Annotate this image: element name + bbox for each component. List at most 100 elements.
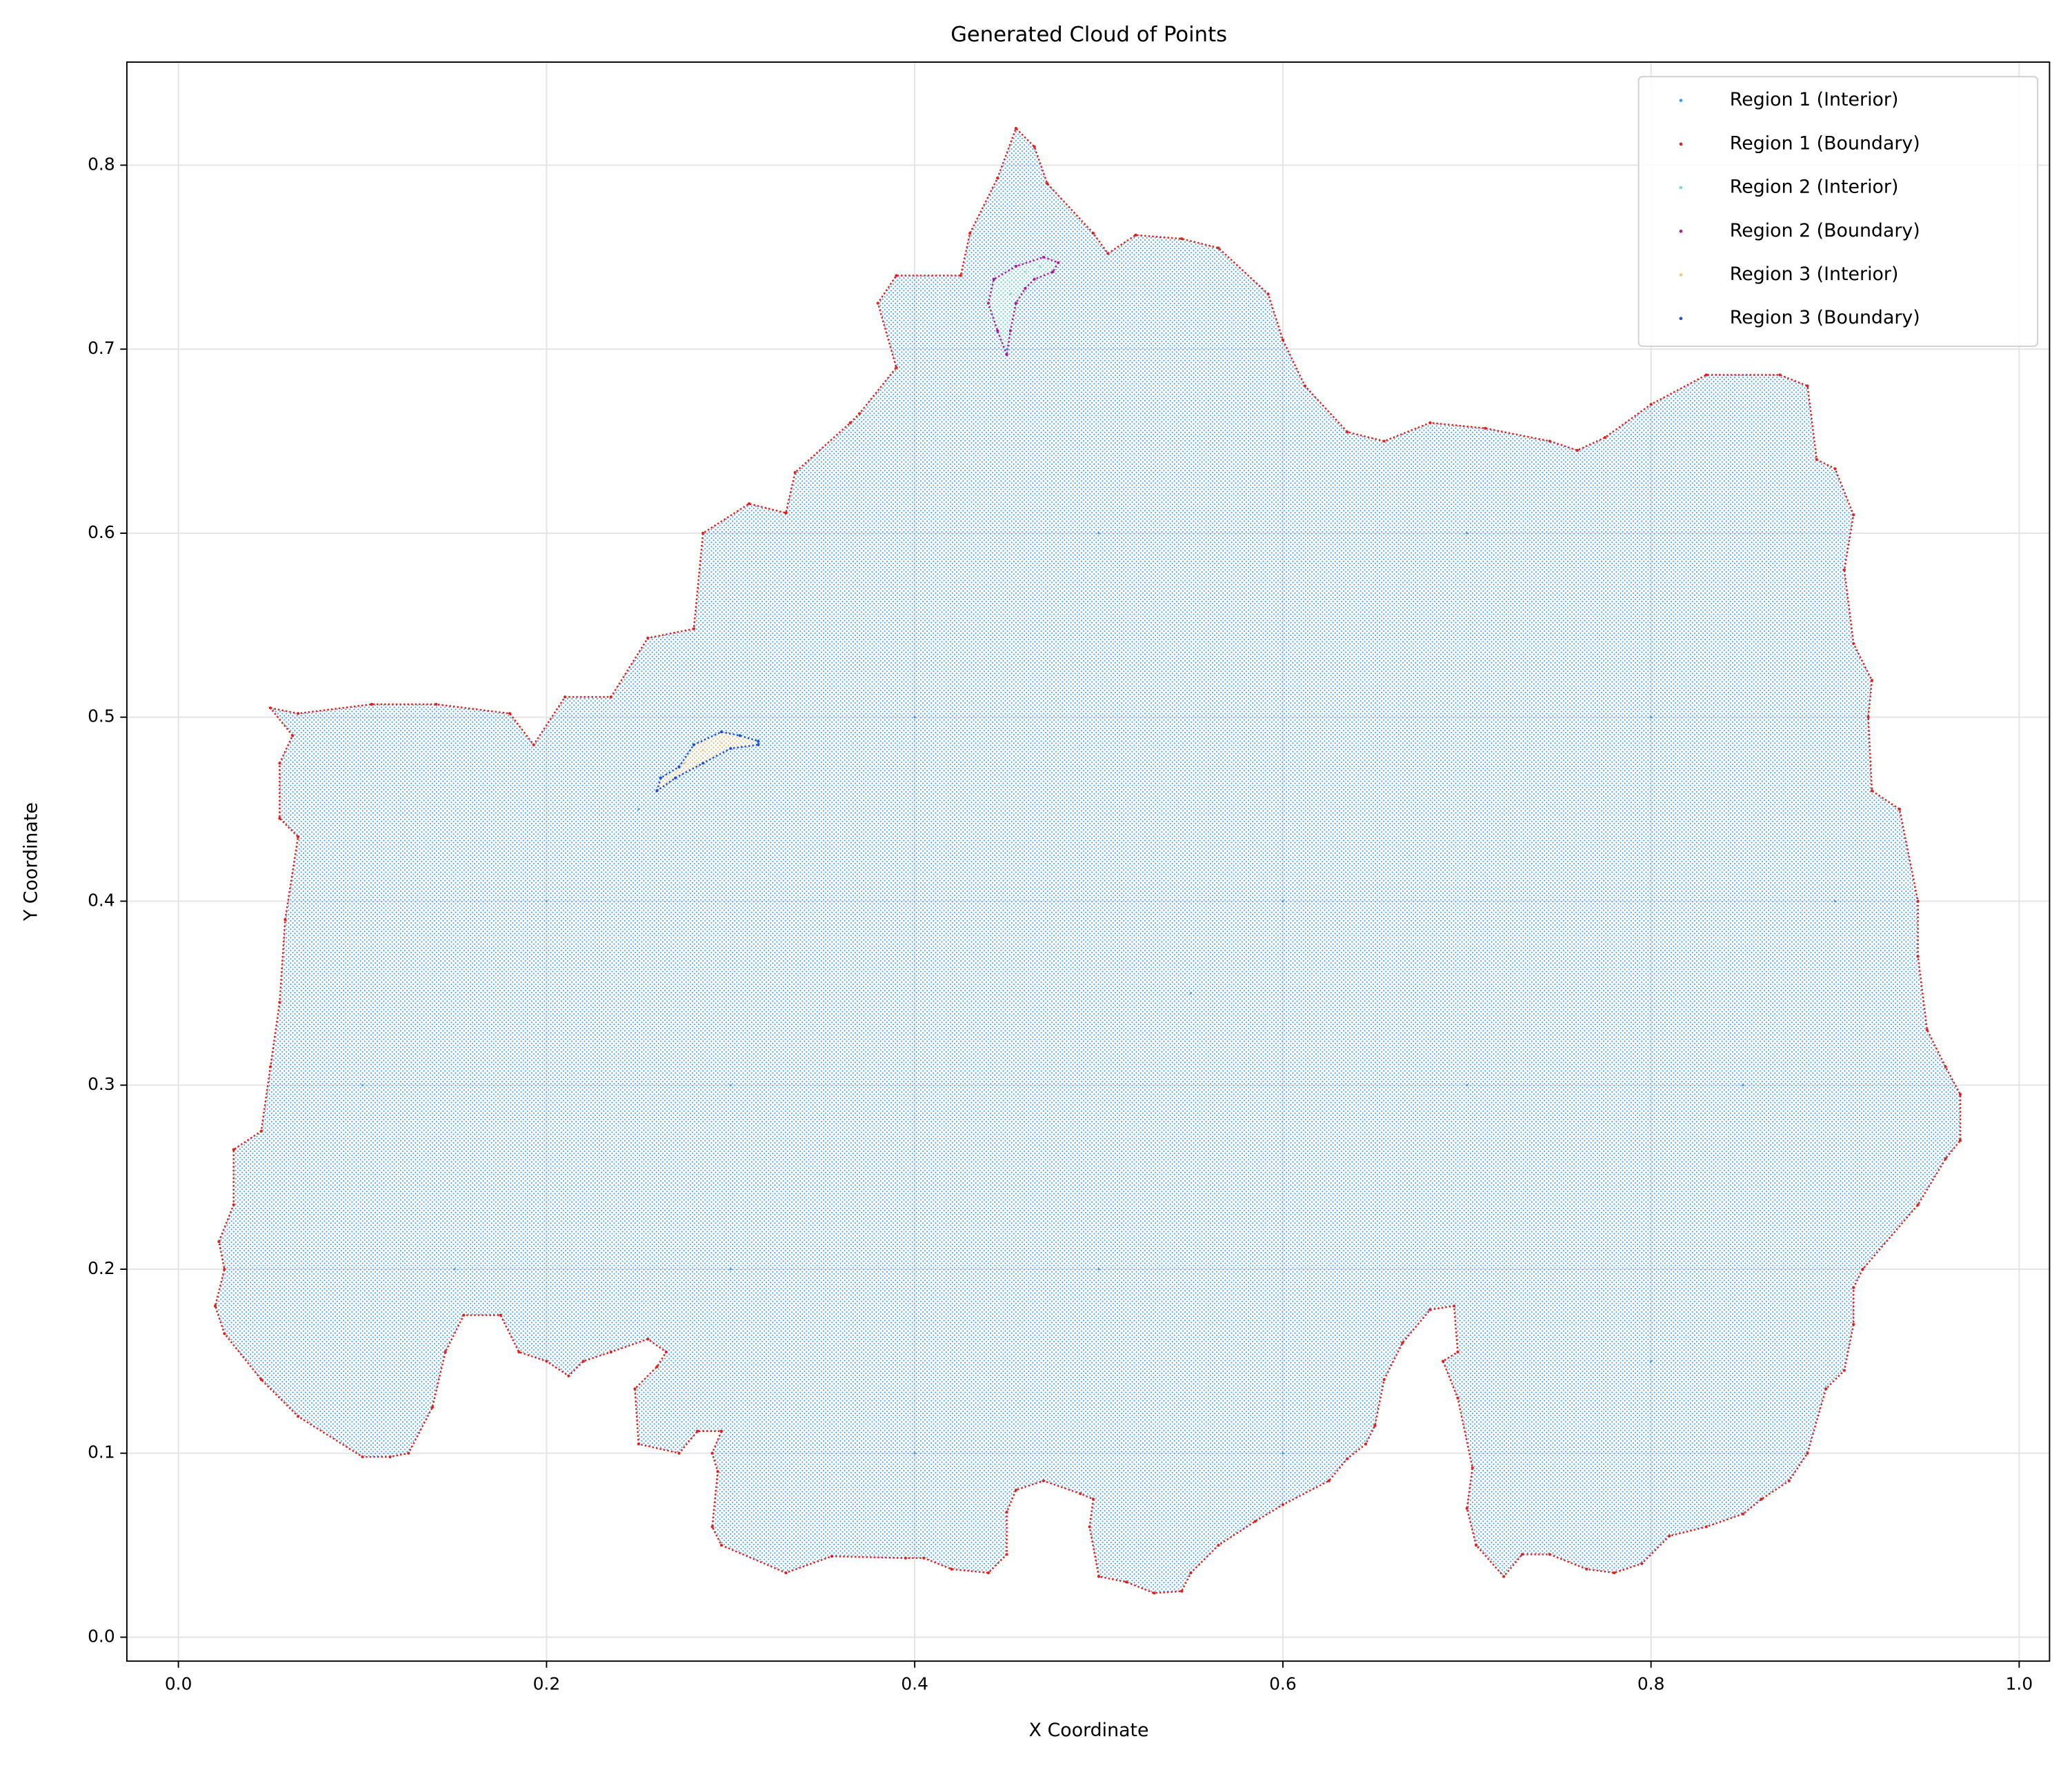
y-tick-label: 0.0 xyxy=(88,1626,115,1646)
legend-marker xyxy=(1679,273,1683,277)
boundary-point xyxy=(1180,237,1184,241)
interior-point xyxy=(1039,265,1042,268)
boundary-point xyxy=(1484,426,1487,430)
boundary-point xyxy=(659,776,662,779)
boundary-point xyxy=(696,1429,699,1433)
legend-marker xyxy=(1679,229,1683,233)
y-tick-label: 0.8 xyxy=(88,154,115,174)
boundary-point xyxy=(637,1442,640,1446)
legend-text: Region 1 (Interior) xyxy=(1730,89,1899,110)
boundary-point xyxy=(1005,1553,1008,1556)
boundary-point xyxy=(1815,458,1818,461)
boundary-point xyxy=(1925,1028,1929,1032)
boundary-point xyxy=(701,531,705,535)
region-fill xyxy=(657,732,759,791)
boundary-point xyxy=(1051,270,1055,274)
interior-point xyxy=(1742,1084,1744,1086)
boundary-point xyxy=(655,789,659,793)
boundary-point xyxy=(1382,439,1386,443)
boundary-point xyxy=(1005,1510,1008,1514)
boundary-point xyxy=(895,366,898,369)
interior-point xyxy=(729,1268,732,1271)
plot-frame xyxy=(126,61,2051,1662)
y-tick-label: 0.6 xyxy=(88,522,115,542)
boundary-point xyxy=(1097,1575,1101,1578)
boundary-point xyxy=(692,627,696,630)
boundary-point xyxy=(1471,1466,1474,1470)
boundary-point xyxy=(1088,1525,1091,1529)
boundary-point xyxy=(581,1360,585,1363)
boundary-point xyxy=(232,1203,235,1206)
legend-marker xyxy=(1679,317,1683,321)
boundary-point xyxy=(1897,807,1902,811)
boundary-point xyxy=(1852,1286,1855,1289)
boundary-point xyxy=(1217,246,1220,250)
boundary-point xyxy=(223,1332,226,1335)
boundary-point xyxy=(1091,232,1095,235)
boundary-point xyxy=(1649,403,1653,406)
legend-marker xyxy=(1679,142,1683,146)
boundary-point xyxy=(1465,1507,1468,1510)
region-fill xyxy=(988,257,1059,355)
boundary-point xyxy=(1303,384,1307,388)
boundary-point xyxy=(1441,1360,1445,1363)
boundary-point xyxy=(1870,679,1874,682)
boundary-point xyxy=(1787,1479,1791,1482)
boundary-point xyxy=(508,712,512,715)
boundary-point xyxy=(1668,1534,1671,1538)
boundary-point xyxy=(655,1365,659,1369)
boundary-point xyxy=(757,739,760,743)
boundary-point xyxy=(1861,1267,1864,1271)
boundary-point xyxy=(517,1350,521,1354)
y-axis-label: Y Coordinate xyxy=(20,802,41,922)
interior-point xyxy=(913,716,916,719)
interior-point xyxy=(1833,899,1837,902)
boundary-point xyxy=(674,776,677,779)
boundary-point xyxy=(1008,329,1013,332)
boundary-point xyxy=(563,695,567,699)
boundary-point xyxy=(1327,1479,1331,1482)
boundary-point xyxy=(1456,1396,1460,1400)
boundary-point xyxy=(1024,287,1027,290)
boundary-point xyxy=(986,1571,990,1575)
boundary-point xyxy=(1585,1567,1588,1571)
x-tick-label: 0.0 xyxy=(165,1674,192,1694)
boundary-point xyxy=(1778,373,1782,377)
boundary-point xyxy=(1603,436,1607,439)
legend-text: Region 2 (Boundary) xyxy=(1730,220,1920,241)
boundary-point xyxy=(1373,1424,1377,1427)
boundary-point xyxy=(223,1267,226,1271)
boundary-point xyxy=(1916,899,1920,903)
interior-point xyxy=(1466,532,1468,535)
boundary-point xyxy=(435,702,438,706)
boundary-point xyxy=(1091,1498,1095,1501)
boundary-point xyxy=(1866,715,1870,719)
x-tick-label: 0.2 xyxy=(533,1674,561,1694)
boundary-point xyxy=(430,1405,435,1409)
boundary-point xyxy=(992,277,996,281)
boundary-point xyxy=(1502,1575,1506,1578)
interior-point xyxy=(729,1084,732,1086)
boundary-point xyxy=(1548,1553,1551,1556)
boundary-point xyxy=(664,1350,668,1354)
boundary-point xyxy=(895,274,898,277)
boundary-point xyxy=(1916,1203,1920,1206)
y-tick-label: 0.1 xyxy=(88,1442,115,1462)
boundary-point xyxy=(1266,292,1270,296)
boundary-point xyxy=(1253,1520,1257,1523)
interior-point xyxy=(361,1084,364,1086)
boundary-point xyxy=(268,706,272,710)
legend-text: Region 1 (Boundary) xyxy=(1730,132,1920,154)
boundary-point xyxy=(757,743,760,746)
boundary-point xyxy=(388,1455,392,1459)
boundary-point xyxy=(996,329,999,332)
region-outline xyxy=(655,730,759,793)
boundary-point xyxy=(959,274,962,277)
boundary-point xyxy=(290,734,295,737)
boundary-point xyxy=(1824,1387,1828,1391)
boundary-point xyxy=(1152,1591,1156,1595)
boundary-point xyxy=(259,1378,263,1382)
boundary-point xyxy=(1428,1308,1432,1311)
